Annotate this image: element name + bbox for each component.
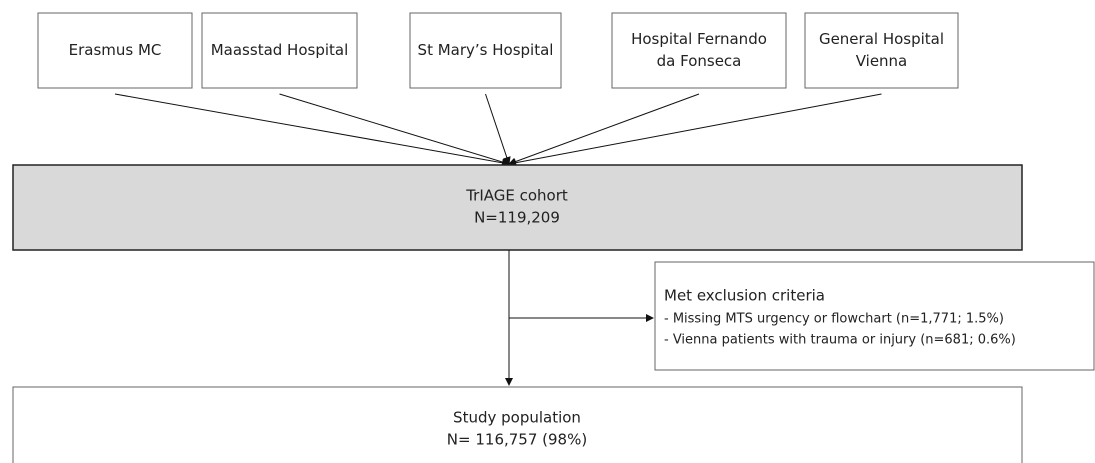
source-box <box>409 12 562 89</box>
arrow <box>279 93 510 166</box>
exclusion-item: - Missing MTS urgency or flowchart (n=1,… <box>664 312 1004 327</box>
arrow <box>114 93 510 167</box>
exclusion-item: - Vienna patients with trauma or injury … <box>664 333 1016 348</box>
arrow <box>508 93 882 167</box>
source-box <box>37 12 193 89</box>
population-n: N= 116,757 (98%) <box>447 431 587 449</box>
source-label: Vienna <box>856 52 908 70</box>
exclusion-title: Met exclusion criteria <box>664 287 825 305</box>
source-box <box>804 12 959 89</box>
exclusion-box <box>654 261 1095 371</box>
source-label: Erasmus MC <box>69 41 162 59</box>
source-label: General Hospital <box>819 30 944 48</box>
source-label: da Fonseca <box>657 52 742 70</box>
population-box <box>12 386 1023 463</box>
arrow <box>485 93 511 165</box>
cohort-n: N=119,209 <box>474 209 560 227</box>
arrow <box>508 93 700 166</box>
cohort-box <box>12 164 1023 251</box>
source-label: Hospital Fernando <box>631 30 767 48</box>
source-label: St Mary’s Hospital <box>418 41 554 59</box>
source-box <box>201 12 358 89</box>
source-label: Maasstad Hospital <box>211 41 349 59</box>
cohort-title: TrIAGE cohort <box>465 187 568 205</box>
population-title: Study population <box>453 409 581 427</box>
source-box <box>611 12 787 89</box>
source-boxes: Erasmus MC Maasstad Hospital St Mary’s Hos… <box>37 12 959 167</box>
